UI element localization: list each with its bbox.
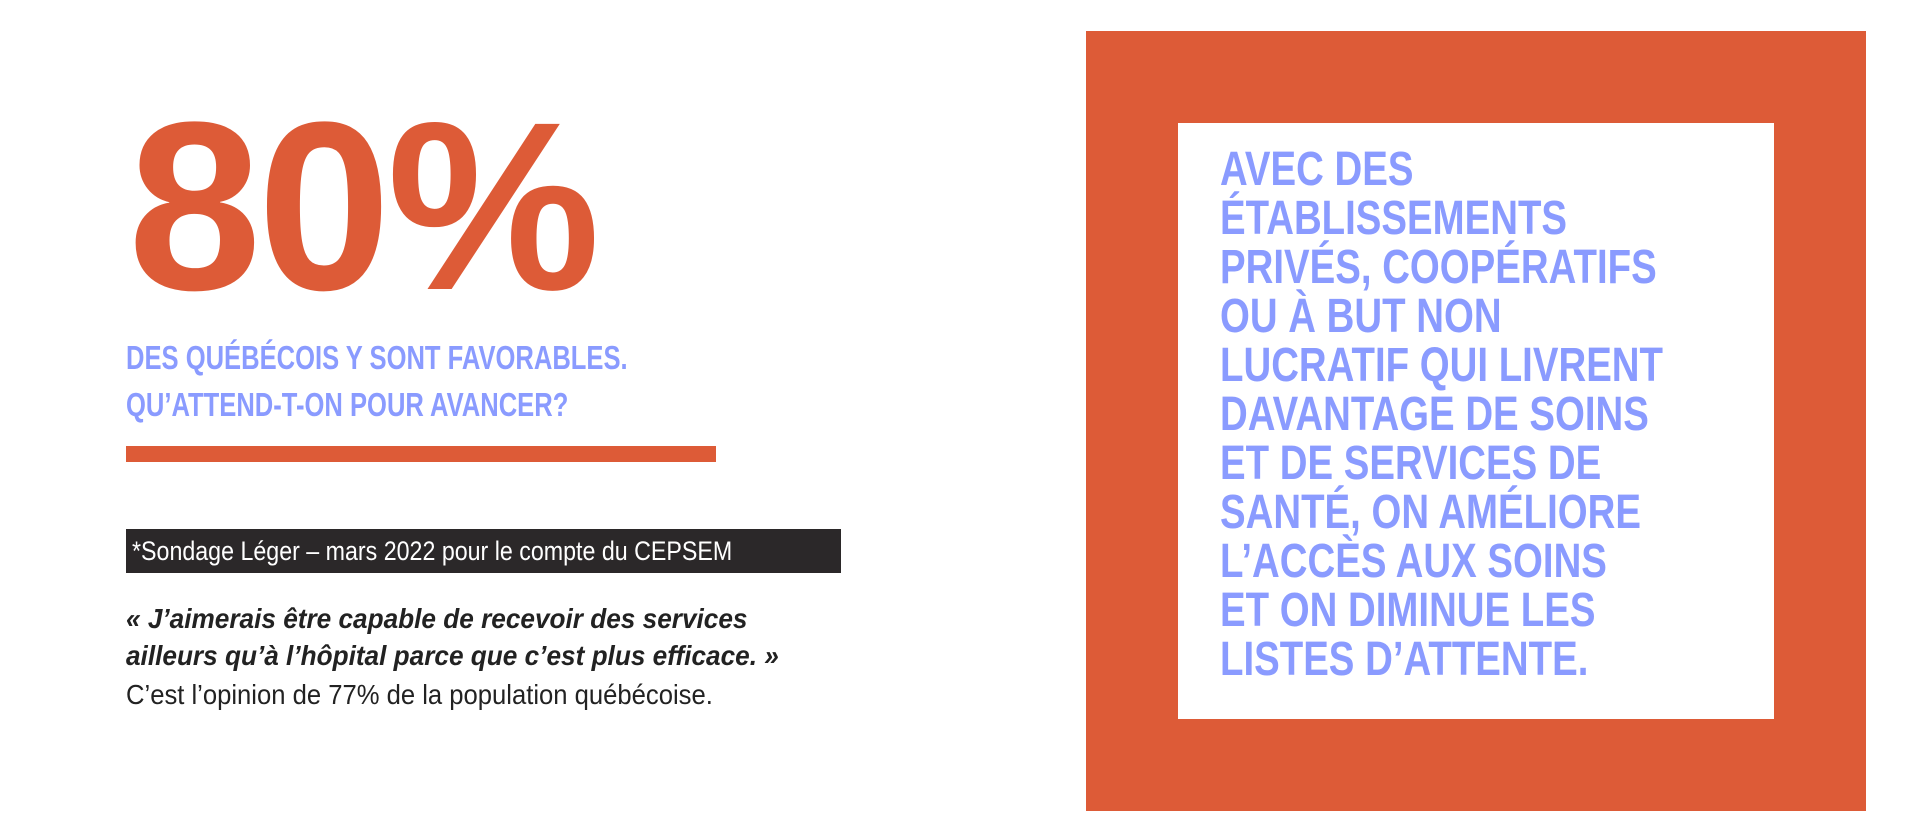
stat-percentage: 80%: [128, 72, 600, 340]
subtitle-line: QU’ATTEND-T-ON POUR AVANCER?: [126, 386, 569, 423]
callout-line: L’ACCÈS AUX SOINS: [1220, 535, 1607, 588]
quote-line: « J’aimerais être capable de recevoir de…: [126, 603, 748, 634]
callout-panel: AVEC DES ÉTABLISSEMENTS PRIVÉS, COOPÉRAT…: [1178, 123, 1774, 719]
source-label: *Sondage Léger – mars 2022 pour le compt…: [132, 536, 733, 566]
stat-subtitle: DES QUÉBÉCOIS Y SONT FAVORABLES. QU’ATTE…: [126, 334, 773, 428]
quote-line: ailleurs qu’à l’hôpital parce que c’est …: [126, 640, 779, 671]
subtitle-line: DES QUÉBÉCOIS Y SONT FAVORABLES.: [126, 339, 628, 376]
callout-line: PRIVÉS, COOPÉRATIFS: [1220, 241, 1657, 294]
callout-text: AVEC DES ÉTABLISSEMENTS PRIVÉS, COOPÉRAT…: [1220, 145, 1774, 684]
callout-line: LUCRATIF QUI LIVRENT: [1220, 339, 1663, 392]
callout-line: ET ON DIMINUE LES: [1220, 584, 1596, 637]
callout-line: DAVANTAGE DE SOINS: [1220, 388, 1649, 441]
callout-line: LISTES D’ATTENTE.: [1220, 633, 1589, 686]
opinion-text: C’est l’opinion de 77% de la population …: [126, 679, 713, 710]
callout-line: SANTÉ, ON AMÉLIORE: [1220, 486, 1641, 539]
quote: « J’aimerais être capable de recevoir de…: [126, 600, 824, 674]
callout-line: ET DE SERVICES DE: [1220, 437, 1602, 490]
source-tag: *Sondage Léger – mars 2022 pour le compt…: [126, 529, 841, 573]
divider-bar: [126, 446, 716, 462]
callout-frame: AVEC DES ÉTABLISSEMENTS PRIVÉS, COOPÉRAT…: [1086, 31, 1866, 811]
callout-line: ÉTABLISSEMENTS: [1220, 192, 1568, 245]
callout-line: AVEC DES: [1220, 143, 1414, 196]
callout-line: OU À BUT NON: [1220, 290, 1502, 343]
